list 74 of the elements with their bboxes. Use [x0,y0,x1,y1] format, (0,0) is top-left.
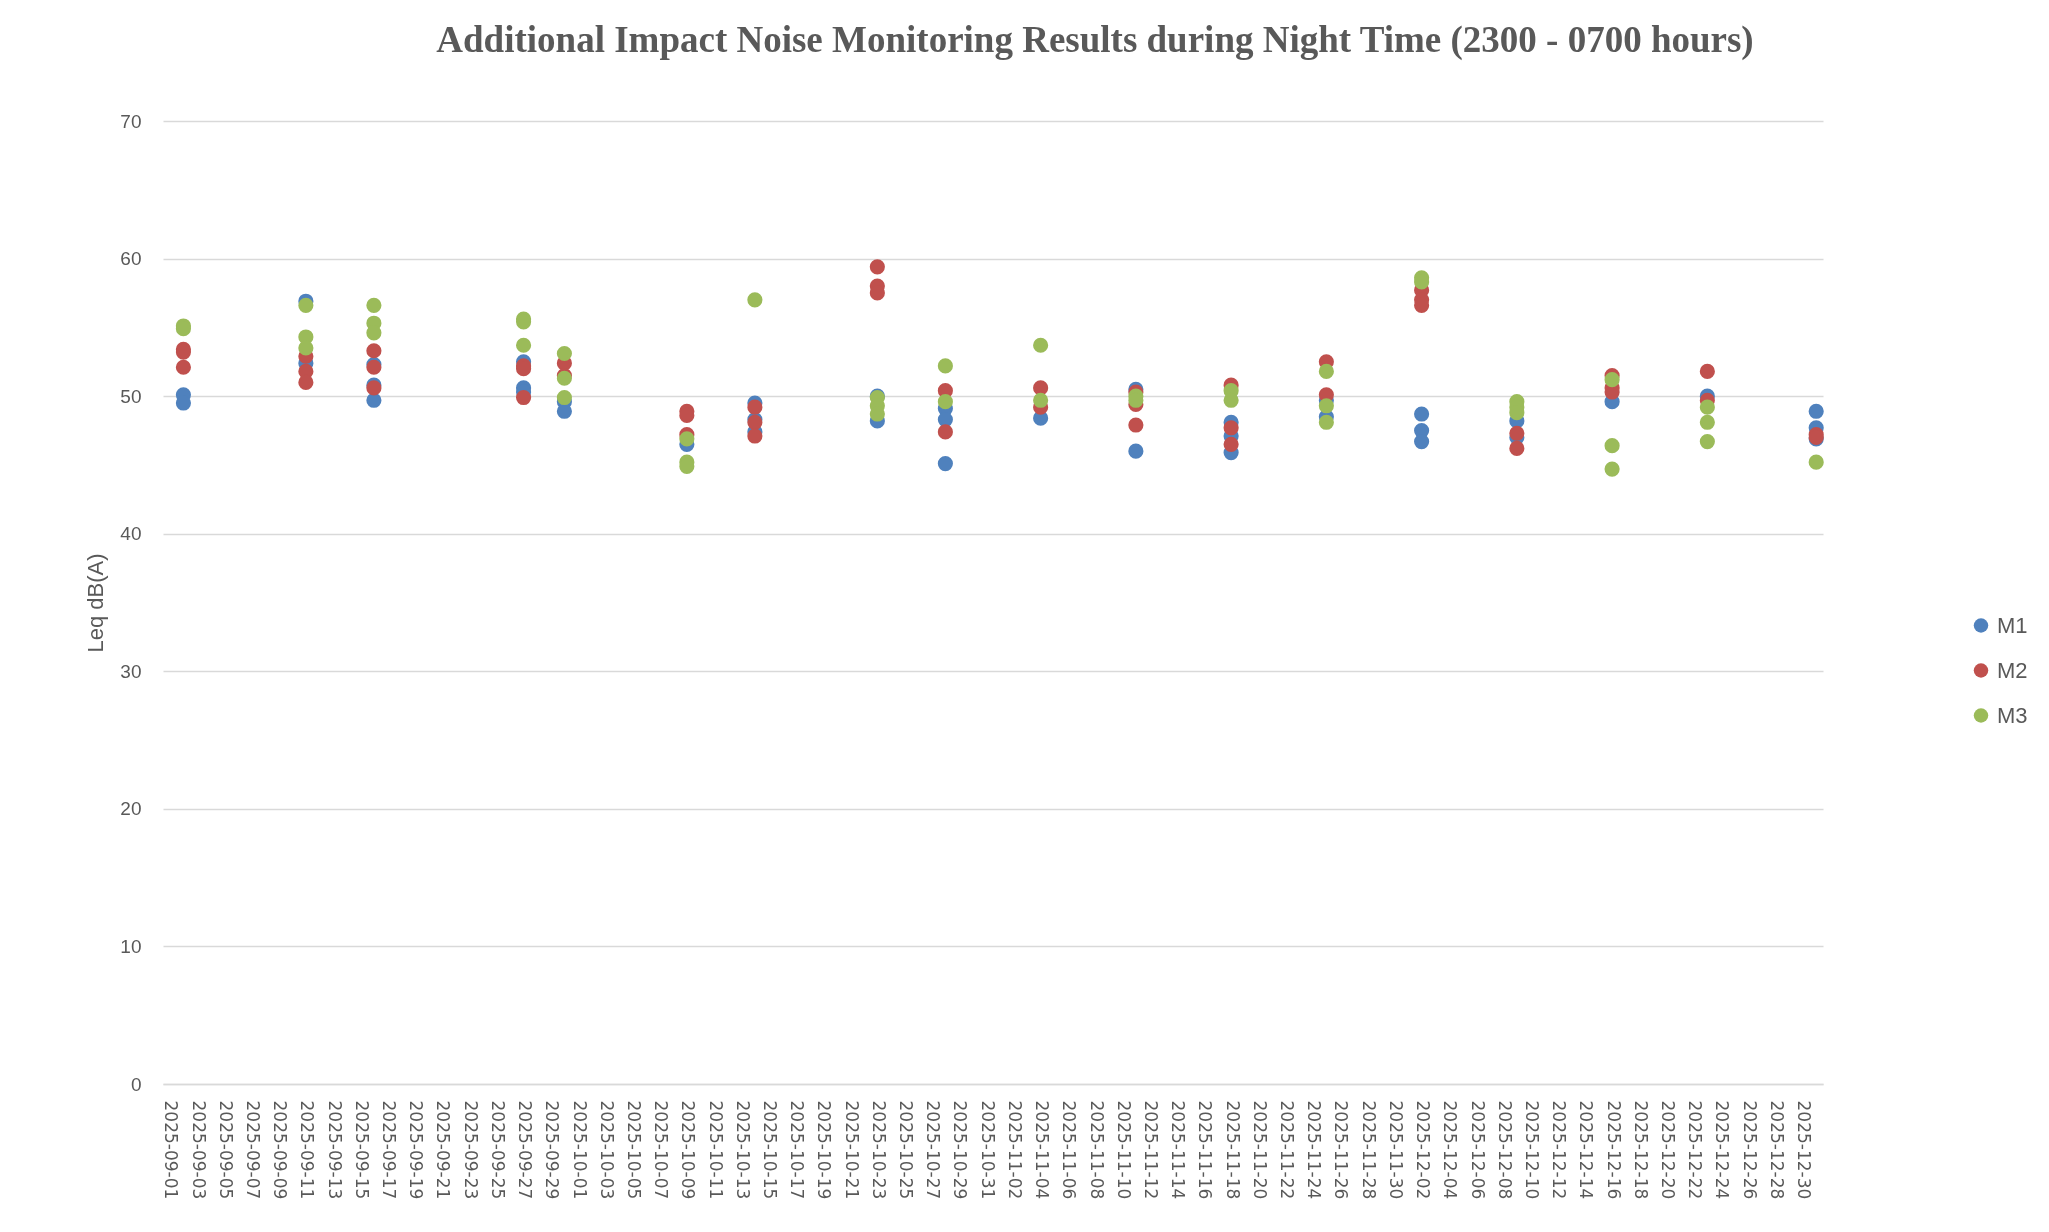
x-tick-label: 2025-11-16 [1195,1100,1216,1200]
x-tick-label: 2025-10-13 [732,1100,753,1200]
x-tick-label: 2025-11-12 [1140,1100,1161,1200]
x-tick-label: 2025-10-01 [569,1100,590,1200]
x-tick-label: 2025-12-14 [1576,1100,1597,1200]
x-tick-label: 2025-10-17 [787,1100,808,1200]
x-tick-label: 2025-10-23 [868,1100,889,1200]
y-tick-label: 0 [130,1073,142,1095]
x-tick-label: 2025-11-30 [1385,1100,1406,1200]
x-tick-label: 2025-12-18 [1630,1100,1651,1200]
x-tick-label: 2025-10-03 [596,1100,617,1200]
y-tick-label: 40 [120,523,142,545]
y-tick-label: 50 [120,385,142,407]
x-tick-label: 2025-09-07 [242,1100,263,1200]
x-tick-label: 2025-12-16 [1603,1100,1624,1200]
x-tick-label: 2025-11-02 [1004,1100,1025,1200]
x-tick-label: 2025-12-04 [1440,1100,1461,1200]
legend-label: M3 [1997,702,2028,728]
x-tick-label: 2025-12-02 [1413,1100,1434,1200]
x-tick-label: 2025-10-27 [923,1100,944,1200]
x-tick-label: 2025-09-19 [406,1100,427,1200]
x-tick-label: 2025-09-29 [542,1100,563,1200]
x-tick-label: 2025-12-08 [1494,1100,1515,1200]
x-tick-label: 2025-11-04 [1032,1100,1053,1200]
x-tick-label: 2025-11-26 [1331,1100,1352,1200]
x-tick-label: 2025-12-20 [1658,1100,1679,1200]
x-tick-label: 2025-09-13 [324,1100,345,1200]
x-tick-label: 2025-11-10 [1113,1100,1134,1200]
x-tick-label: 2025-09-09 [270,1100,291,1200]
x-tick-label: 2025-09-27 [515,1100,536,1200]
x-tick-label: 2025-10-29 [950,1100,971,1200]
x-tick-label: 2025-12-06 [1467,1100,1488,1200]
x-tick-label: 2025-10-07 [651,1100,672,1200]
x-tick-label: 2025-12-26 [1739,1100,1760,1200]
x-tick-label: 2025-11-18 [1222,1100,1243,1200]
y-tick-label: 10 [120,935,142,957]
y-tick-label: 30 [120,660,142,682]
x-tick-label: 2025-12-28 [1766,1100,1787,1200]
x-tick-label: 2025-12-22 [1685,1100,1706,1200]
x-tick-label: 2025-10-05 [623,1100,644,1200]
x-tick-label: 2025-10-25 [896,1100,917,1200]
chart-title: Additional Impact Noise Monitoring Results during Night Time (2300 - 0700 hours) [436,19,1754,61]
x-tick-label: 2025-09-17 [379,1100,400,1200]
x-tick-label: 2025-10-19 [814,1100,835,1200]
y-tick-label: 70 [120,110,142,132]
x-tick-label: 2025-09-03 [188,1100,209,1200]
x-tick-label: 2025-11-22 [1277,1100,1298,1200]
legend-label: M1 [1997,612,2028,638]
x-tick-label: 2025-11-20 [1249,1100,1270,1200]
x-tick-label: 2025-09-01 [161,1100,182,1200]
y-tick-label: 20 [120,798,142,820]
x-tick-label: 2025-11-08 [1086,1100,1107,1200]
x-tick-label: 2025-10-15 [759,1100,780,1200]
x-tick-label: 2025-09-11 [297,1100,318,1200]
x-tick-label: 2025-11-14 [1168,1100,1189,1200]
x-tick-label: 2025-09-25 [487,1100,508,1200]
y-axis-title: Leq dB(A) [83,553,109,653]
y-tick-label: 60 [120,248,142,270]
x-tick-label: 2025-10-09 [678,1100,699,1200]
x-tick-label: 2025-12-24 [1712,1100,1733,1200]
x-tick-label: 2025-09-21 [433,1100,454,1200]
x-tick-label: 2025-10-11 [705,1100,726,1200]
x-tick-label: 2025-09-23 [460,1100,481,1200]
x-tick-label: 2025-12-30 [1794,1100,1815,1200]
x-tick-label: 2025-09-05 [215,1100,236,1200]
x-tick-label: 2025-09-15 [351,1100,372,1200]
x-tick-label: 2025-12-10 [1521,1100,1542,1200]
x-tick-label: 2025-12-12 [1549,1100,1570,1200]
x-tick-label: 2025-10-31 [977,1100,998,1200]
x-tick-label: 2025-11-28 [1358,1100,1379,1200]
legend-label: M2 [1997,657,2028,683]
x-tick-label: 2025-10-21 [841,1100,862,1200]
x-tick-label: 2025-11-24 [1304,1100,1325,1200]
x-tick-label: 2025-11-06 [1059,1100,1080,1200]
